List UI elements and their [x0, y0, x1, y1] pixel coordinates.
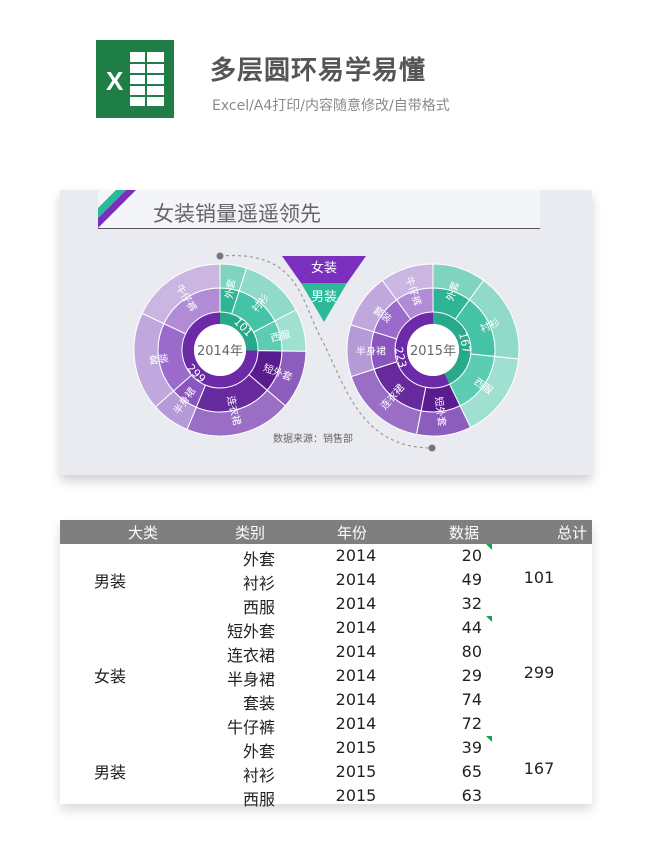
cell-value: 20 — [461, 546, 482, 565]
table-row: 牛仔裤 2014 72 — [60, 712, 592, 737]
outer-segment-牛仔裤 — [381, 263, 434, 301]
cell-year: 2014 — [335, 642, 377, 661]
center-year-label: 2014年 — [197, 344, 243, 359]
legend-women-label: 女装 — [311, 260, 337, 276]
header-total: 总计 — [557, 524, 588, 542]
excel-logo-icon: X — [96, 40, 174, 118]
inner-ring-men — [220, 312, 258, 351]
cell-type: 半身裙 — [226, 670, 275, 689]
center-hole — [194, 324, 246, 376]
cell-type: 衬衫 — [242, 574, 275, 593]
cell-year: 2014 — [335, 714, 377, 733]
cell-value: 32 — [461, 594, 482, 613]
cell-type: 衬衫 — [242, 766, 275, 785]
cell-year: 2014 — [335, 570, 377, 589]
header-type: 类别 — [235, 524, 266, 542]
cell-value: 29 — [461, 666, 482, 685]
chart-card: 女装销量遥遥领先 女装男装数据来源：销售部 外套 衬衫 西服 短外套 连衣裙 半身裙 套装 牛仔… — [60, 190, 592, 475]
table-row: 衬衫 2014 49 — [60, 568, 592, 593]
inner-ring-women — [395, 312, 450, 388]
group-women-2014: 女装 — [94, 667, 127, 686]
segment-label: 西服 — [269, 328, 291, 344]
cell-value: 80 — [461, 642, 482, 661]
cell-year: 2014 — [335, 594, 377, 613]
cell-value: 39 — [461, 738, 482, 757]
sunburst-charts: 女装男装数据来源：销售部外套衬衫西服短外套连衣裙半身裙套装牛仔裤10129920… — [133, 252, 520, 452]
total-men-2015: 167 — [523, 759, 555, 778]
table-row: 短外套 2014 44 — [60, 616, 592, 641]
cell-value: 65 — [461, 762, 482, 781]
inner-label-men: 167 — [456, 331, 473, 354]
total-women-2014: 299 — [523, 663, 555, 682]
inner-ring-men — [433, 312, 471, 385]
table-row: 西服 2015 63 — [60, 784, 592, 809]
connector-dot-end — [428, 444, 436, 452]
cell-value: 74 — [461, 690, 482, 709]
cell-value: 49 — [461, 570, 482, 589]
cell-type: 牛仔裤 — [226, 718, 275, 737]
table-row: 外套 2015 39 — [60, 736, 592, 761]
comment-marker-icon — [486, 544, 492, 550]
center-year-label: 2015年 — [410, 344, 456, 359]
table-row: 套装 2014 74 — [60, 688, 592, 713]
data-source-label: 数据来源：销售部 — [273, 432, 353, 445]
legend-men-swatch — [301, 283, 347, 322]
connector-curve — [219, 254, 433, 449]
header-year: 年份 — [337, 524, 368, 542]
comment-marker-icon — [486, 736, 492, 742]
cell-type: 连衣裙 — [226, 646, 275, 665]
group-men-2014: 男装 — [94, 572, 127, 591]
title-accent-icon — [98, 190, 136, 228]
table-row: 外套 2014 20 — [60, 544, 592, 569]
data-table: 大类 类别 年份 数据 总计 外套 2014 20 衬衫 2014 49 西服 2014 32 短… — [60, 520, 592, 809]
cell-year: 2015 — [335, 786, 377, 805]
cell-value: 72 — [461, 714, 482, 733]
segment-label: 套装 — [148, 351, 170, 367]
table-row: 半身裙 2014 29 — [60, 664, 592, 689]
cell-value: 44 — [461, 618, 482, 637]
cell-value: 63 — [461, 786, 482, 805]
cell-year: 2014 — [335, 546, 377, 565]
segment-label: 半身裙 — [356, 344, 386, 357]
page-title: 多层圆环易学易懂 — [210, 56, 427, 86]
connector-dot-start — [216, 252, 224, 260]
center-hole — [407, 324, 459, 376]
table-row: 衬衫 2015 65 — [60, 760, 592, 785]
table-row: 连衣裙 2014 80 — [60, 640, 592, 665]
segment-label: 短外套 — [432, 396, 449, 427]
inner-ring-women — [182, 312, 258, 388]
chart-title: 女装销量遥遥领先 — [153, 202, 321, 226]
outer-segment-牛仔裤 — [141, 263, 221, 325]
total-men-2014: 101 — [523, 568, 555, 587]
group-men-2015: 男装 — [94, 763, 127, 782]
chart-title-bar: 女装销量遥遥领先 — [98, 190, 540, 229]
legend-women-swatch — [282, 256, 366, 283]
svg-text:X: X — [106, 66, 124, 96]
header-category: 大类 — [128, 524, 159, 542]
page-subtitle: Excel/A4打印/内容随意修改/自带格式 — [212, 98, 450, 114]
cell-type: 外套 — [242, 550, 275, 569]
cell-year: 2014 — [335, 666, 377, 685]
inner-label-women: 223 — [392, 346, 409, 369]
table-row: 西服 2014 32 — [60, 592, 592, 617]
header-value: 数据 — [449, 524, 480, 542]
comment-marker-icon — [486, 616, 492, 622]
cell-type: 套装 — [242, 694, 275, 713]
cell-year: 2014 — [335, 618, 377, 637]
legend-men-label: 男装 — [311, 290, 337, 305]
cell-type: 短外套 — [226, 622, 275, 641]
cell-year: 2014 — [335, 690, 377, 709]
cell-year: 2015 — [335, 738, 377, 757]
cell-type: 外套 — [242, 742, 275, 761]
cell-type: 西服 — [242, 598, 275, 617]
cell-type: 西服 — [242, 790, 275, 809]
cell-year: 2015 — [335, 762, 377, 781]
table-header: 大类 类别 年份 数据 总计 — [60, 520, 592, 544]
segment-label: 外套 — [222, 278, 238, 300]
